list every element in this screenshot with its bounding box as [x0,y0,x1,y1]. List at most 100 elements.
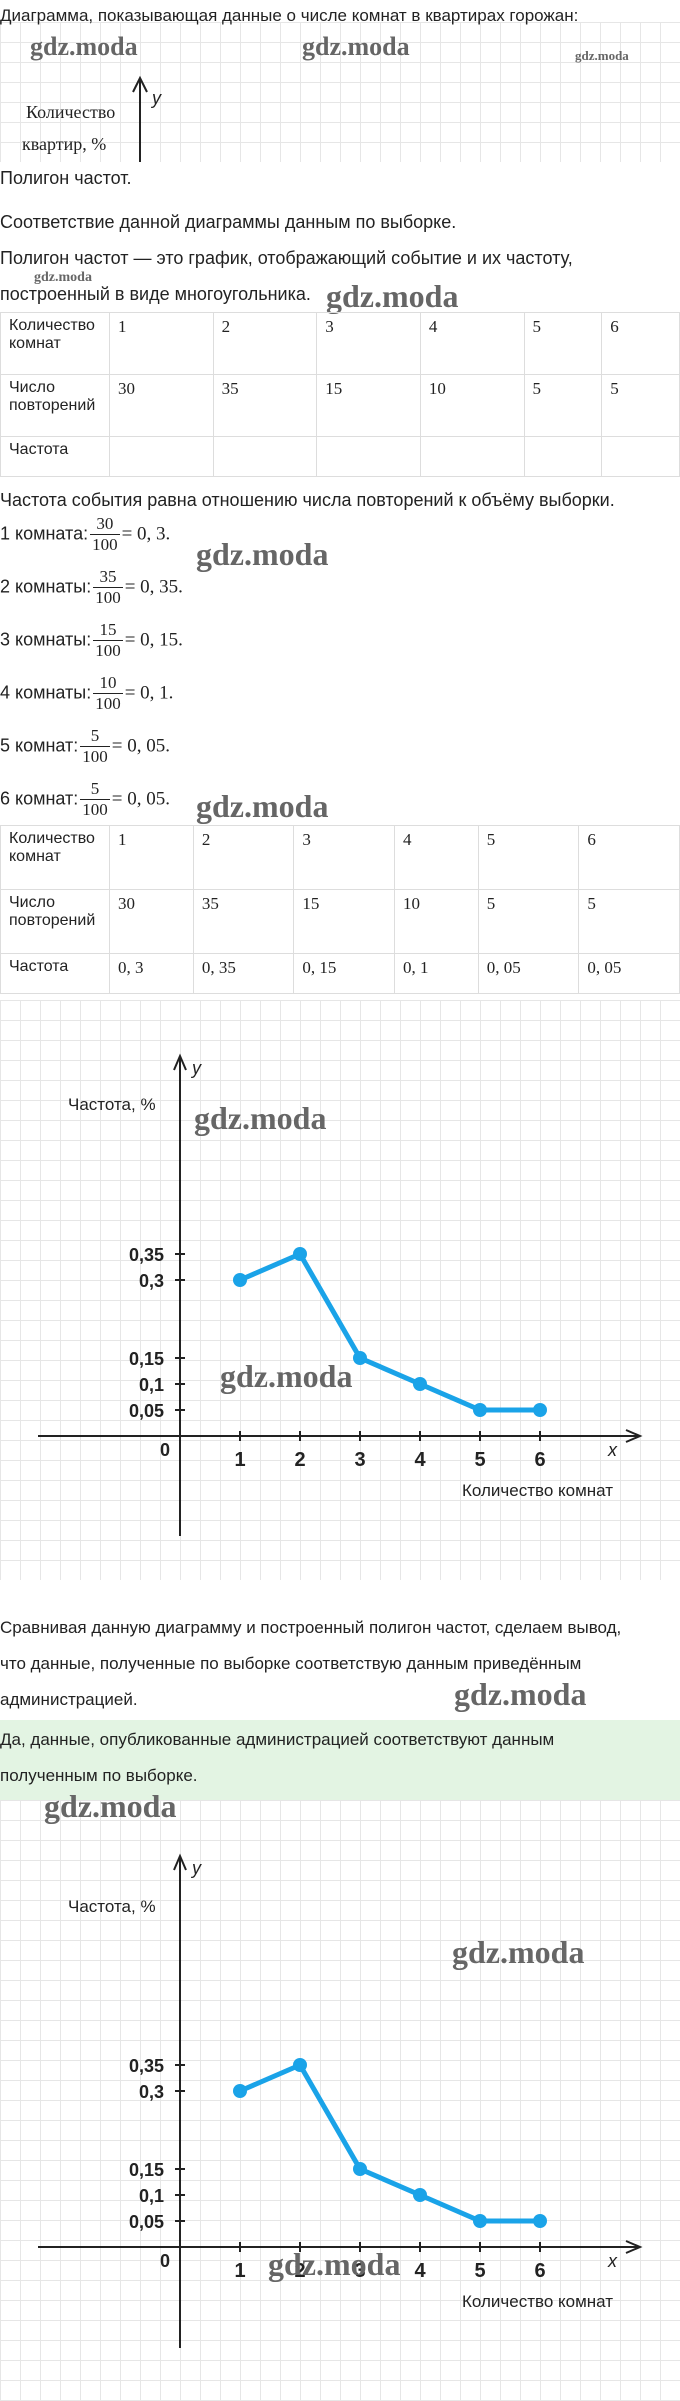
x-tick-label: 3 [354,2260,365,2282]
y-axis-letter: y [190,1058,202,1078]
table-cell: 0, 1 [393,953,479,994]
origin-label: 0 [160,1440,170,1460]
x-axis-arrow [625,2240,643,2254]
y-tick-label: 0,35 [129,1245,164,1265]
watermark-logo: gdz.moda [30,32,138,61]
x-axis-title: Количество комнат [462,2292,613,2311]
definition-line-1: Полигон частот — это график, отображающи… [0,248,573,268]
table-cell [212,436,318,477]
table-cell: 30 [109,889,194,954]
frequency-rule: Частота события равна отношению числа по… [0,490,615,510]
data-point [533,1403,547,1417]
table-cell [523,436,603,477]
row-label: Частота [0,953,110,994]
top-chart-ylabel-1: Количество [26,102,116,122]
fraction: 5 100 [80,779,110,819]
answer-line-1: Да, данные, опубликованные администрацие… [0,1730,555,1749]
answer-box: Да, данные, опубликованные администрацие… [0,1720,680,1800]
data-point [413,1377,427,1391]
fraction: 10 100 [93,673,123,713]
table-cell: 35 [192,889,295,954]
table-cell: 1 [109,312,214,375]
calc-row: 5 комнат: 5 100 = 0, 05. [0,726,170,767]
y-tick-label: 0,3 [139,2082,164,2102]
watermark-logo: gdz.moda [220,1358,353,1394]
table-cell: 2 [212,312,318,375]
match-line: Соответствие данной диаграммы данным по … [0,212,457,232]
data-point [533,2214,547,2228]
calc-result: = 0, 05. [111,788,170,810]
data-point [233,1273,247,1287]
y-tick-label: 0,1 [139,1375,164,1395]
watermark-logo: gdz.moda [326,278,459,314]
data-point [353,1351,367,1365]
fraction: 15 100 [93,620,123,660]
y-axis-letter: y [190,1858,202,1878]
table-cell: 0, 3 [109,953,194,994]
table-cell: 5 [523,312,603,375]
calc-row: 3 комнаты: 15 100 = 0, 15. [0,620,183,661]
fraction: 30 100 [90,514,120,554]
data-point [473,2214,487,2228]
watermark-logo: gdz.moda [44,1788,177,1824]
conclusion-line-2: что данные, полученные по выборке соотве… [0,1654,582,1673]
data-point [293,2058,307,2072]
y-axis-arrow [173,1053,187,1071]
calc-result: = 0, 15. [124,629,183,651]
series-line [239,1251,540,1413]
table-cell: 5 [477,825,580,890]
calc-row: 4 комнаты: 10 100 = 0, 1. [0,673,173,714]
conclusion-line-3: администрацией. [0,1690,138,1709]
watermark-logo: gdz.moda [452,1934,585,1970]
data-point [413,2188,427,2202]
row-label: Число повторений [0,889,110,954]
definition-line-2: построенный в виде многоугольника. [0,284,311,304]
x-tick-label: 1 [234,1449,245,1471]
top-chart-y-letter: y [152,88,161,108]
data-point [353,2162,367,2176]
data-point [293,1247,307,1261]
table-cell: 35 [212,374,318,437]
table-cell: 1 [109,825,194,890]
x-tick-label: 3 [354,1449,365,1471]
table-cell: 6 [601,312,680,375]
watermark-logo: gdz.moda [194,1100,327,1136]
table-cell: 3 [316,312,421,375]
table-cell [316,436,421,477]
y-axis-title: Частота, % [68,1897,156,1916]
chart-1-grid [0,1000,680,1580]
data-point [473,1403,487,1417]
watermark-logo: gdz.moda [268,2246,401,2282]
table-cell: 6 [578,825,680,890]
x-tick-label: 1 [234,2260,245,2282]
frequency-polygon-chart-2: y x 0 Частота, % Количество комнат 0,35 0,3 0,1… [38,1853,643,2348]
table-cell: 3 [293,825,395,890]
frequency-polygon-chart-1: y x 0 Частота, % Количество комнат 0,35 0,3 0,1… [38,1053,643,1536]
watermark-logo: gdz.moda [196,536,329,572]
x-axis-letter: x [607,1440,618,1460]
x-axis-arrow [625,1429,643,1443]
table-cell: 0, 05 [578,953,680,994]
frequency-table-empty: Количество комнат 1 2 3 4 5 6 Число повт… [0,312,680,477]
calc-result: = 0, 05. [111,735,170,757]
x-tick-label: 2 [294,1449,305,1471]
chart-2-grid [0,1800,680,2401]
calc-row: 1 комната: 30 100 = 0, 3. [0,514,170,555]
table-cell: 5 [578,889,680,954]
x-tick-label: 2 [294,2260,305,2282]
table-cell: 0, 35 [192,953,295,994]
table-cell: 0, 15 [293,953,395,994]
y-tick-label: 0,3 [139,1271,164,1291]
calc-row: 6 комнат: 5 100 = 0, 05. [0,779,170,820]
x-tick-label: 6 [534,2260,545,2282]
table-cell: 15 [316,374,421,437]
top-chart-axis [132,75,148,162]
answer-line-2: полученным по выборке. [0,1766,198,1785]
x-tick-label: 5 [474,2260,485,2282]
table-cell [601,436,680,477]
calc-label: 4 комнаты: [0,682,92,703]
y-tick-label: 0,1 [139,2186,164,2206]
calc-row: 2 комнаты: 35 100 = 0, 35. [0,567,183,608]
fraction: 35 100 [93,567,123,607]
y-tick-label: 0,35 [129,2056,164,2076]
